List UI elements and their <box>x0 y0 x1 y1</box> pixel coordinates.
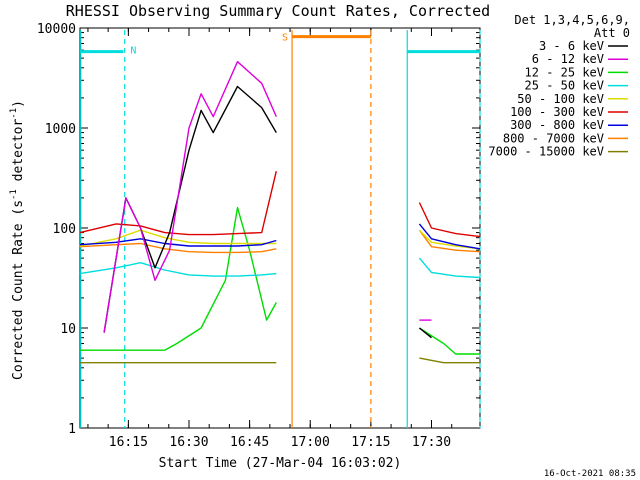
x-tick-label: 17:15 <box>351 435 390 450</box>
y-tick-label: 1000 <box>45 122 76 137</box>
legend-label: 50 - 100 keV <box>517 92 604 106</box>
series-line-red-segment-2 <box>418 202 481 238</box>
series-line-blue-segment-2 <box>418 223 481 250</box>
night-and-saa-flags: NS <box>80 30 481 428</box>
y-tick-label: 100 <box>53 222 76 237</box>
y-axis-label-mid: detector <box>11 119 26 190</box>
y-tick-label: 10000 <box>37 22 76 37</box>
night-flag-label: N <box>130 46 136 57</box>
y-axis-label-main: Corrected Count Rate (s <box>11 200 26 380</box>
footer-timestamp: 16-Oct-2021 08:35 <box>544 469 636 479</box>
x-axis-ticks: 16:15 16:30 16:45 17:00 17:15 17:30 <box>87 28 453 450</box>
y-axis-label-exp-2: -1 <box>9 108 19 119</box>
series-line-orange-segment-2 <box>418 229 481 253</box>
x-tick-label: 17:30 <box>412 435 451 450</box>
legend-label: 12 - 25 keV <box>525 65 604 79</box>
y-tick-label: 10 <box>60 322 76 337</box>
series-line-black-segment-2 <box>418 327 432 339</box>
x-tick-label: 16:30 <box>169 435 208 450</box>
chart-title: RHESSI Observing Summary Count Rates, Co… <box>66 2 490 20</box>
y-axis-label: Corrected Count Rate (s-1 detector-1) <box>9 100 26 380</box>
legend-header: Det 1,3,4,5,6,9, Att 0 <box>514 13 630 40</box>
x-tick-label: 17:00 <box>291 435 330 450</box>
legend-label: 6 - 12 keV <box>532 52 604 66</box>
series-line-green-segment-2 <box>419 327 480 355</box>
series-lines <box>79 61 481 364</box>
legend-label: 300 - 800 keV <box>510 118 604 132</box>
series-line-yellow-segment-1 <box>79 229 277 247</box>
series-line-magenta-segment-1 <box>103 61 277 333</box>
y-tick-label: 1 <box>68 422 76 437</box>
series-line-cyan-segment-1 <box>79 262 277 277</box>
y-axis-ticks: 1 10 100 1000 10000 <box>37 22 480 437</box>
y-axis-label-exp-1: -1 <box>9 189 19 200</box>
legend-label: 7000 - 15000 keV <box>488 145 604 159</box>
legend-label: 25 - 50 keV <box>525 79 604 93</box>
series-line-blue-segment-1 <box>79 238 277 247</box>
x-tick-label: 16:15 <box>109 435 148 450</box>
series-line-red-segment-1 <box>79 171 277 236</box>
legend-label: 800 - 7000 keV <box>503 131 604 145</box>
series-line-cyan-segment-2 <box>418 257 481 279</box>
series-line-orange-segment-1 <box>79 242 277 254</box>
legend-header-line-2: Att 0 <box>594 26 630 40</box>
legend-header-line-1: Det 1,3,4,5,6,9, <box>514 13 630 27</box>
series-line-olive-segment-2 <box>419 357 480 364</box>
legend-label: 100 - 300 keV <box>510 105 604 119</box>
legend-label: 3 - 6 keV <box>539 39 604 53</box>
y-axis-label-end: ) <box>11 100 26 108</box>
series-line-green-segment-1 <box>79 206 277 351</box>
saa-flag-label: S <box>282 33 288 44</box>
x-tick-label: 16:45 <box>230 435 269 450</box>
x-axis-label: Start Time (27-Mar-04 16:03:02) <box>159 456 402 471</box>
